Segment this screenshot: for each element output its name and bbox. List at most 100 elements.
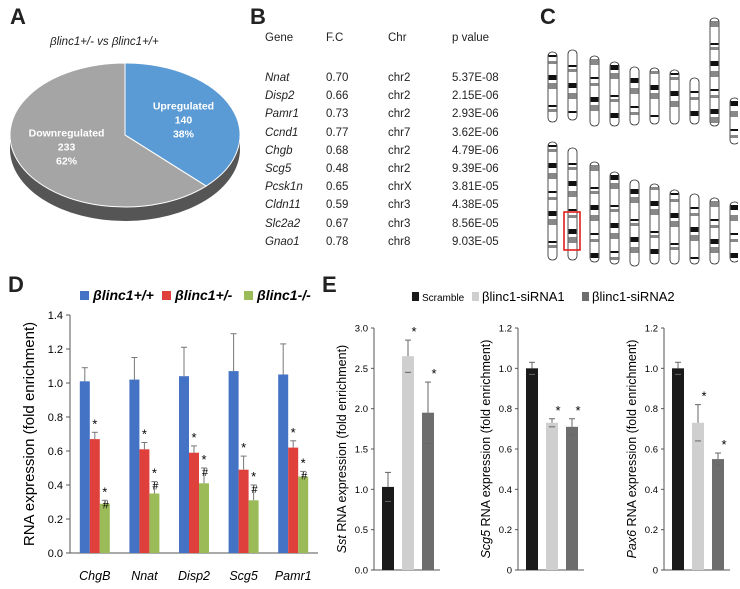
legend-label: Scramble xyxy=(422,293,465,304)
significance-mark: * xyxy=(291,425,296,440)
p-value: 9.03E-05 xyxy=(452,235,499,248)
chromosome-ideogram xyxy=(547,51,558,123)
bar xyxy=(179,376,189,553)
bar xyxy=(189,452,199,553)
significance-mark: * xyxy=(555,403,560,418)
significance-mark: * xyxy=(431,366,436,381)
bar xyxy=(422,412,434,570)
x-tick-label: ChgB xyxy=(79,569,110,583)
legend-label: βlinc1+/- xyxy=(174,287,233,303)
y-tick-label: 2.5 xyxy=(355,364,368,375)
significance-mark: # xyxy=(152,481,159,493)
y-tick-label: 0.5 xyxy=(355,525,368,536)
fold-change: 0.59 xyxy=(326,199,349,212)
y-tick-label: 3.0 xyxy=(355,324,368,335)
gene-name: Pcsk1n xyxy=(265,181,303,194)
pie-percent: 62% xyxy=(56,156,78,168)
significance-mark: * xyxy=(102,484,107,499)
p-value: 4.79E-06 xyxy=(452,144,499,157)
bar xyxy=(382,486,394,570)
chromosome: chr3 xyxy=(388,199,411,212)
fold-change: 0.65 xyxy=(326,181,349,194)
legend-label: βlinc1-/- xyxy=(256,287,311,303)
bar xyxy=(278,374,289,553)
bar xyxy=(672,368,684,570)
bar-chart-d: 0.0 0.2 0.4 0.6 0.8 1.0 1.2 1.4 RNA expression (… xyxy=(21,287,318,583)
p-value: 2.15E-06 xyxy=(452,90,499,103)
subplot-scg5: 0 0.2 0.4 0.6 0.8 1.0 1.2 Scg5 RNA expression (… xyxy=(479,324,584,577)
y-tick-label: 0.6 xyxy=(499,445,512,456)
panel-letter-c: C xyxy=(540,4,556,29)
p-value: 3.62E-06 xyxy=(452,126,499,139)
karyotype-ideogram xyxy=(547,17,738,267)
bar xyxy=(139,449,150,553)
legend-swatch xyxy=(162,291,171,300)
chromosome-ideogram xyxy=(709,17,720,127)
significance-mark: * xyxy=(701,389,706,404)
y-tick-label: 0 xyxy=(507,566,512,577)
y-tick-label: 1.0 xyxy=(645,364,658,375)
legend-label: βlinc1+/+ xyxy=(92,287,154,303)
y-tick-label: 0.4 xyxy=(48,480,63,492)
pie-slice-upregulated xyxy=(124,62,241,187)
chromosome: chrX xyxy=(388,181,412,194)
legend-label: βlinc1-siRNA1 xyxy=(482,289,565,304)
significance-mark: # xyxy=(103,499,110,511)
chromosome-ideogram xyxy=(649,67,660,125)
chromosome: chr2 xyxy=(388,90,411,103)
gene-name: Gnao1 xyxy=(265,235,300,248)
pie-title: βlinc1+/- vs βlinc1+/+ xyxy=(50,36,159,48)
gene-name: Pamr1 xyxy=(265,108,299,121)
x-tick-label: Nnat xyxy=(131,569,158,583)
p-value: 2.93E-06 xyxy=(452,108,499,121)
pie-count: 233 xyxy=(58,142,76,154)
significance-mark: * xyxy=(575,403,580,418)
y-tick-label: 1.4 xyxy=(48,310,63,322)
y-tick-label: 1.2 xyxy=(48,344,63,356)
chromosome-ideogram xyxy=(567,147,578,261)
y-axis-label: Pax6 RNA expression (fold enrichment) xyxy=(625,340,639,559)
chromosome-ideogram xyxy=(547,141,558,261)
fold-change: 0.78 xyxy=(326,235,349,248)
significance-mark: * xyxy=(152,466,157,481)
chromosome-ideogram xyxy=(649,183,660,265)
chromosome-ideogram xyxy=(629,66,640,126)
chromosome-ideogram xyxy=(629,179,640,267)
panel-letter-b: B xyxy=(250,4,266,29)
chromosome: chr2 xyxy=(388,144,411,157)
y-tick-label: 0.4 xyxy=(645,485,658,496)
pie-label: Upregulated xyxy=(153,100,214,112)
highlight-box xyxy=(563,211,581,251)
bar xyxy=(288,447,299,553)
significance-mark: # xyxy=(301,470,308,482)
fold-change: 0.48 xyxy=(326,162,349,175)
x-tick-label: Scg5 xyxy=(229,569,258,583)
y-tick-label: 0.2 xyxy=(499,525,512,536)
chromosome-ideogram xyxy=(689,77,700,125)
pie-percent: 38% xyxy=(173,128,195,140)
y-tick-label: 1.5 xyxy=(355,445,368,456)
y-tick-label: 1.2 xyxy=(499,324,512,335)
x-tick-label: Disp2 xyxy=(178,569,210,583)
bar xyxy=(402,356,414,570)
y-tick-label: 1.2 xyxy=(645,324,658,335)
significance-mark: * xyxy=(92,416,97,431)
significance-mark: * xyxy=(301,455,306,470)
pie-slice-downregulated xyxy=(9,62,208,208)
significance-mark: * xyxy=(721,437,726,452)
chromosome-ideogram xyxy=(669,69,680,125)
y-tick-label: 0 xyxy=(653,566,658,577)
significance-mark: # xyxy=(252,484,259,496)
chromosome-ideogram xyxy=(709,197,720,265)
legend-label: βlinc1-siRNA2 xyxy=(592,289,675,304)
y-tick-label: 1.0 xyxy=(499,364,512,375)
y-tick-label: 0.2 xyxy=(48,514,63,526)
chromosome-ideogram xyxy=(729,97,738,145)
header-chr: Chr xyxy=(388,32,407,44)
pie-chart: Upregulated 140 38% Downregulated 233 62% xyxy=(9,62,241,221)
bar xyxy=(99,503,110,553)
chromosome-ideogram xyxy=(669,189,680,265)
fold-change: 0.77 xyxy=(326,126,349,139)
p-value: 8.56E-05 xyxy=(452,217,499,230)
fold-change: 0.70 xyxy=(326,72,349,84)
